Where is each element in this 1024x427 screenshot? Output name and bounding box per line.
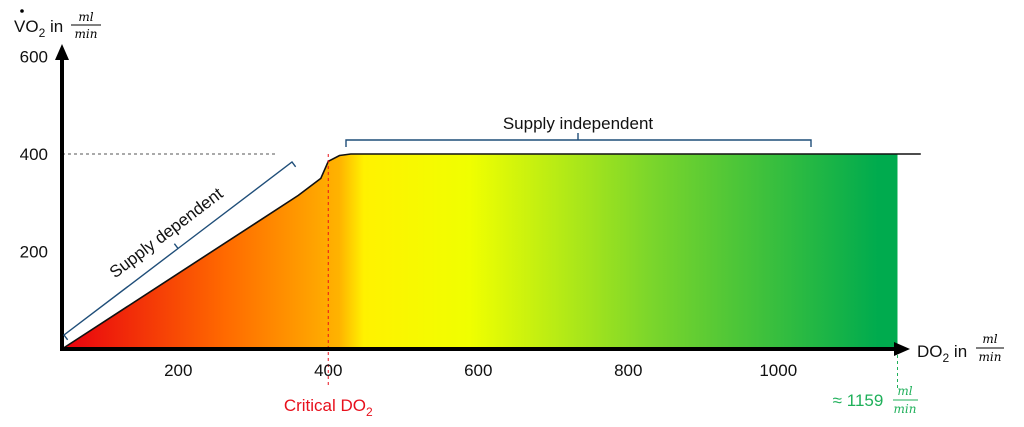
svg-text:Critical DO2: Critical DO2 xyxy=(284,396,373,419)
x-axis-title: DO2 in ml min xyxy=(917,332,1004,365)
y-axis-unit-den: min xyxy=(75,27,98,41)
y-tick-label: 200 xyxy=(20,243,48,262)
x-tick-label: 200 xyxy=(164,361,192,380)
critical-do2-label: Critical DO xyxy=(284,396,366,415)
x-axis-unit-den: min xyxy=(979,350,1002,364)
y-axis-dot-icon xyxy=(20,9,24,13)
max-do2-value: 1159 xyxy=(847,391,884,410)
supply-independent-label: Supply independent xyxy=(503,114,654,133)
x-tick-labels: 200 400 600 800 1000 xyxy=(164,361,797,380)
svg-text:DO2 in: DO2 in xyxy=(917,342,967,365)
y-axis-title: VO2 in ml min xyxy=(14,9,101,41)
x-tick-label: 600 xyxy=(464,361,492,380)
x-tick-label: 1000 xyxy=(759,361,797,380)
y-axis-unit-prefix: in xyxy=(50,17,63,36)
x-axis-unit-prefix: in xyxy=(954,342,967,361)
y-tick-label: 600 xyxy=(20,48,48,67)
max-do2-unit-num: ml xyxy=(897,384,912,398)
supply-independent-bracket xyxy=(345,133,812,147)
y-axis-label-sub: 2 xyxy=(39,26,46,40)
y-axis-arrow-icon xyxy=(55,44,69,60)
x-axis-arrow-icon xyxy=(894,342,910,356)
max-do2-unit-den: min xyxy=(894,402,917,416)
x-tick-label: 400 xyxy=(314,361,342,380)
oxygen-consumption-area xyxy=(62,154,898,349)
x-axis-label-sub: 2 xyxy=(943,351,950,365)
supply-dependent-bracket xyxy=(63,161,297,341)
svg-text:≈ 1159: ≈ 1159 xyxy=(833,391,884,410)
y-axis-label: VO xyxy=(14,17,39,36)
max-do2-prefix: ≈ xyxy=(833,391,842,410)
svg-text:VO2 in: VO2 in xyxy=(14,17,63,40)
y-axis-unit-num: ml xyxy=(78,10,93,24)
x-axis-unit-num: ml xyxy=(982,332,997,346)
vo2-curve xyxy=(61,153,921,350)
max-do2-marker: ≈ 1159 ml min xyxy=(833,384,918,416)
critical-do2-label-sub: 2 xyxy=(366,405,373,419)
x-tick-label: 800 xyxy=(614,361,642,380)
y-tick-labels: 200 400 600 xyxy=(20,48,48,262)
x-axis-label: DO xyxy=(917,342,943,361)
y-tick-label: 400 xyxy=(20,145,48,164)
